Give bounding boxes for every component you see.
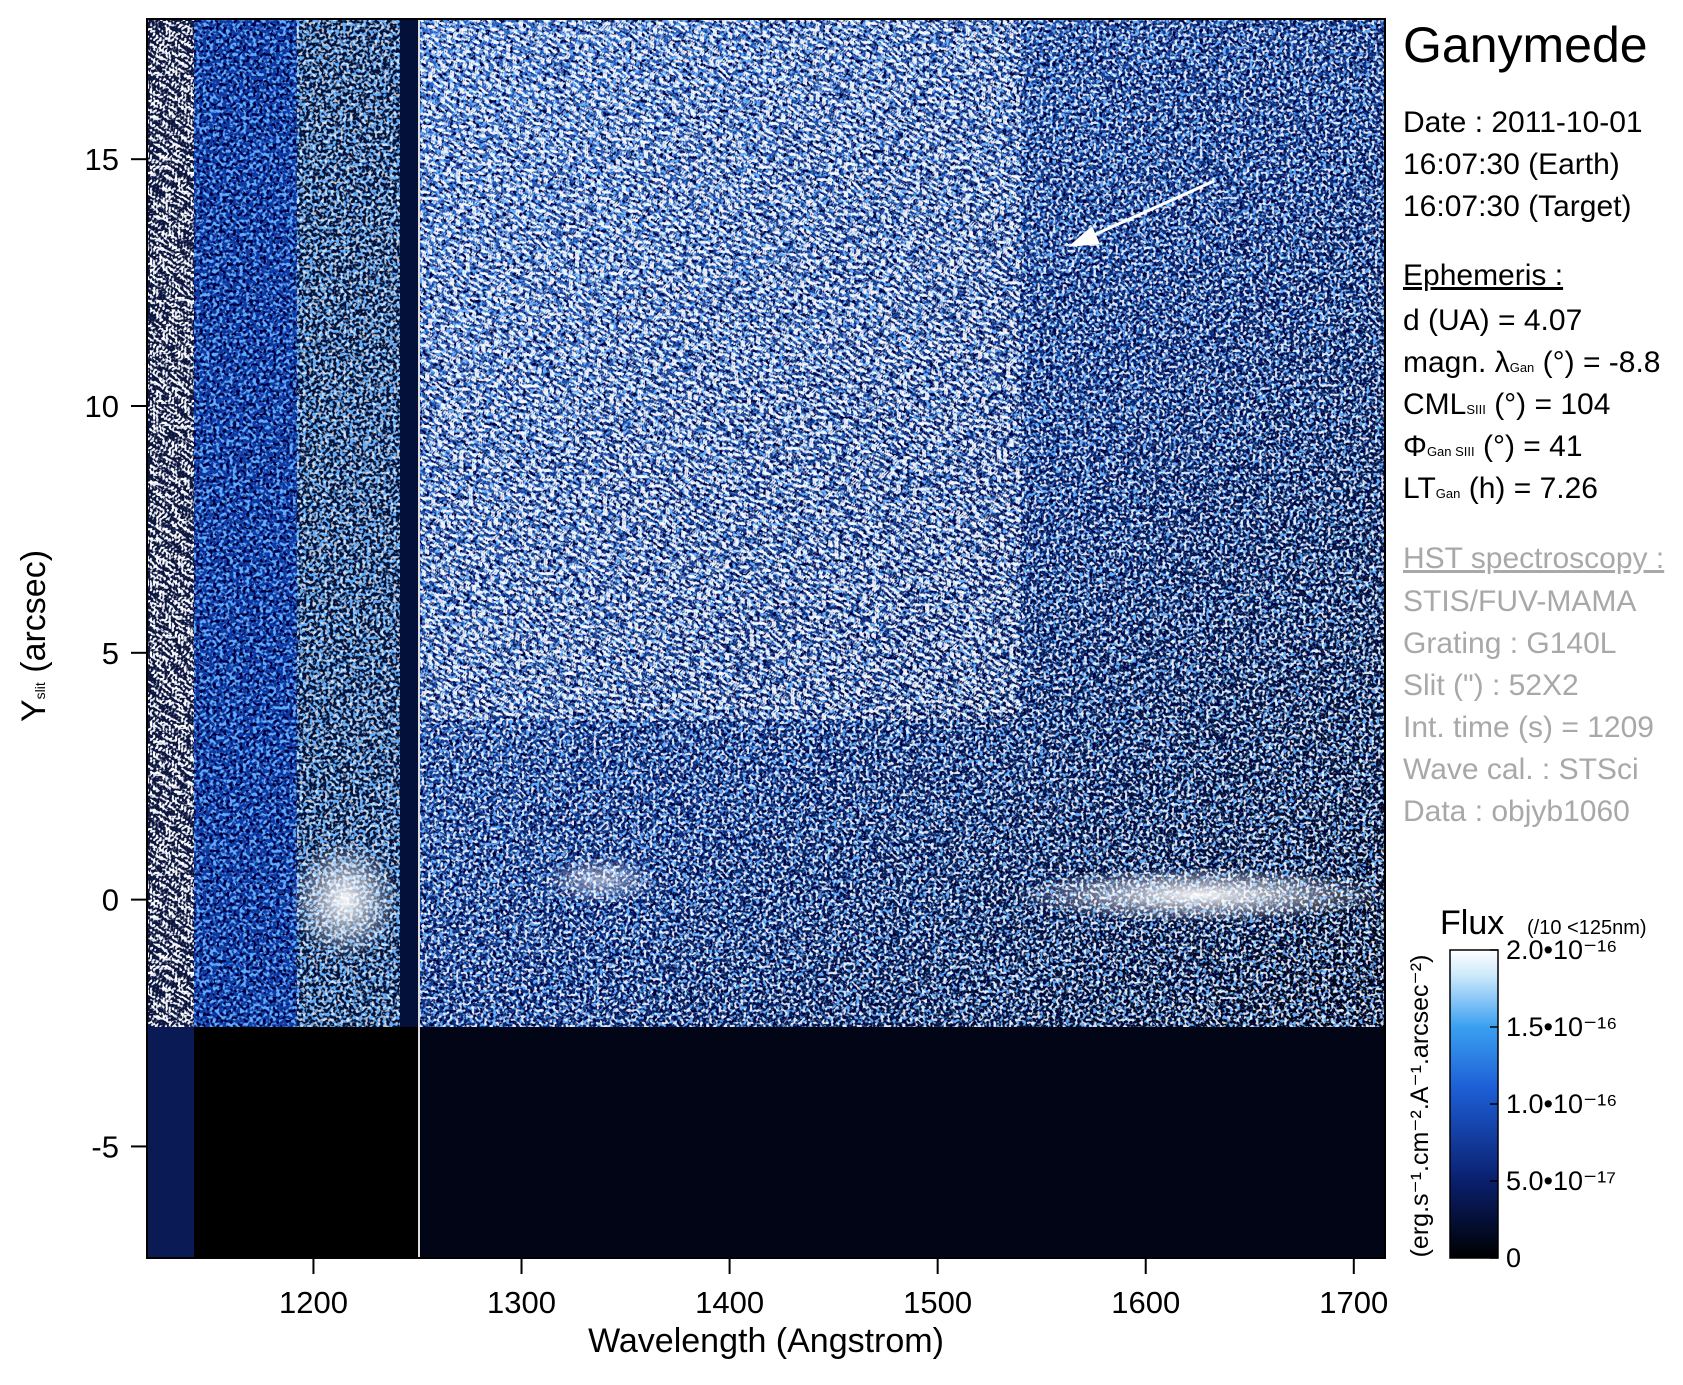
x-tick-label: 1500: [903, 1285, 972, 1320]
ephemeris-sub: Gan: [1436, 486, 1461, 501]
hst-line: Data : objyb1060: [1403, 795, 1630, 828]
ephemeris-line: CMLSIII (°) = 104: [1403, 388, 1610, 421]
colorbar-note: (/10 <125nm): [1527, 917, 1647, 939]
ephemeris-line: ΦGan SIII (°) = 41: [1403, 430, 1583, 463]
y-axis-label: Yslit (arcsec): [15, 550, 53, 722]
y-tick-label: 15: [85, 142, 119, 177]
hst-line: Int. time (s) = 1209: [1403, 711, 1654, 744]
ephemeris-text: Φ: [1403, 430, 1427, 463]
ephemeris-sub: Gan SIII: [1427, 444, 1475, 459]
ephemeris-text: magn. λ: [1403, 346, 1510, 379]
ephemeris-line: magn. λGan (°) = -8.8: [1403, 346, 1661, 379]
y-tick-label: -5: [91, 1129, 119, 1164]
x-tick-label: 1400: [695, 1285, 764, 1320]
ephemeris-text: (°) = 104: [1486, 388, 1611, 421]
chart-title: Ganymede: [1403, 17, 1648, 73]
ephemeris-text: (°) = -8.8: [1534, 346, 1660, 379]
ephemeris-text: LT: [1403, 472, 1436, 505]
date-line: 16:07:30 (Earth): [1403, 148, 1620, 181]
ephemeris-text: (°) = 41: [1475, 430, 1583, 463]
ephemeris-text: (h) = 7.26: [1460, 472, 1598, 505]
ephemeris-sub: Gan: [1510, 360, 1535, 375]
y-label-sub: slit: [32, 682, 48, 699]
info-panel: Date : 2011-10-01 16:07:30 (Earth) 16:07:3…: [1403, 106, 1664, 828]
plot-frame: [146, 18, 1386, 1259]
ephemeris-text: d (UA) = 4.07: [1403, 304, 1582, 337]
ephemeris-line: LTGan (h) = 7.26: [1403, 472, 1598, 505]
hst-line: Slit (") : 52X2: [1403, 669, 1579, 702]
colorbar-title: Flux: [1440, 904, 1504, 942]
colorbar-tick-label: 1.5•10⁻¹⁶: [1506, 1012, 1617, 1042]
y-label-unit: (arcsec): [15, 550, 53, 682]
ephemeris-text: CML: [1403, 388, 1466, 421]
x-tick-label: 1600: [1111, 1285, 1180, 1320]
ephemeris-line: d (UA) = 4.07: [1403, 304, 1582, 337]
y-tick-label: 10: [85, 389, 119, 424]
colorbar-tick-label: 1.0•10⁻¹⁶: [1506, 1089, 1617, 1119]
x-tick-label: 1300: [487, 1285, 556, 1320]
hst-line: Wave cal. : STSci: [1403, 753, 1639, 786]
arrow: [1068, 179, 1215, 247]
date-line: 16:07:30 (Target): [1403, 190, 1631, 223]
y-tick-label: 0: [102, 883, 119, 918]
y-label-main: Y: [15, 699, 53, 722]
x-tick-label: 1700: [1319, 1285, 1388, 1320]
hst-heading: HST spectroscopy :: [1403, 542, 1664, 575]
ephemeris-heading: Ephemeris :: [1403, 259, 1563, 292]
y-tick-label: 5: [102, 636, 119, 671]
x-tick-label: 1200: [279, 1285, 348, 1320]
ephemeris-sub: SIII: [1466, 402, 1486, 417]
hst-line: STIS/FUV-MAMA: [1403, 585, 1636, 618]
colorbar-tick-label: 5.0•10⁻¹⁷: [1506, 1166, 1616, 1196]
hst-line: Grating : G140L: [1403, 627, 1616, 660]
colorbar-tick-label: 2.0•10⁻¹⁶: [1506, 935, 1617, 965]
x-axis-label: Wavelength (Angstrom): [588, 1322, 944, 1360]
date-line: Date : 2011-10-01: [1403, 106, 1643, 139]
colorbar-tick-label: 0: [1506, 1243, 1521, 1273]
colorbar-label: (erg.s⁻¹.cm⁻².A⁻¹.arcsec⁻²): [1406, 955, 1434, 1258]
spectrogram: [147, 19, 1385, 1258]
